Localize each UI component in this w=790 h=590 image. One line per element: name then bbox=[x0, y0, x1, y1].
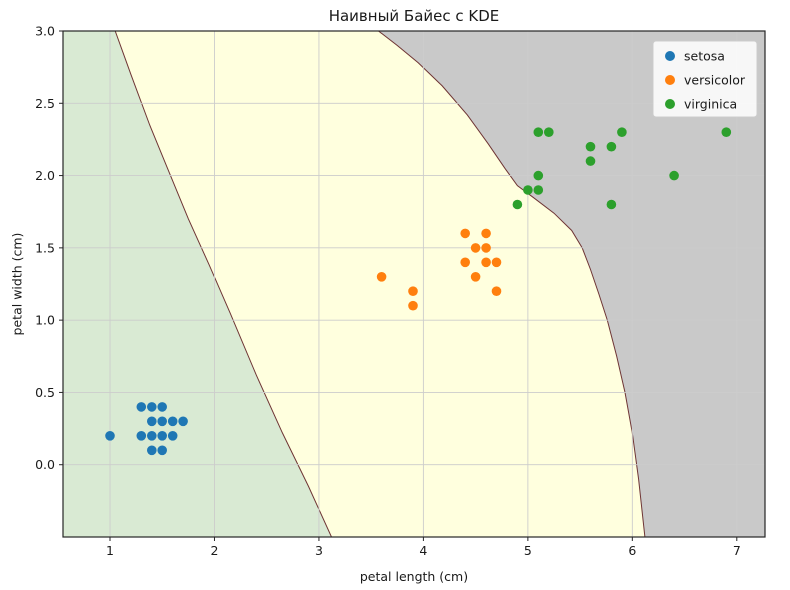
legend-label-setosa: setosa bbox=[684, 49, 725, 64]
scatter-point-setosa bbox=[167, 431, 178, 441]
scatter-point-virginica bbox=[512, 199, 523, 210]
legend-label-versicolor: versicolor bbox=[684, 73, 746, 88]
scatter-point-setosa bbox=[157, 431, 167, 441]
scatter-point-versicolor bbox=[481, 243, 491, 253]
legend-marker-setosa bbox=[665, 51, 675, 61]
scatter-point-versicolor bbox=[481, 228, 491, 239]
scatter-point-setosa bbox=[147, 445, 157, 456]
scatter-point-versicolor bbox=[491, 286, 502, 297]
x-tick-label: 5 bbox=[524, 543, 532, 558]
scatter-point-setosa bbox=[105, 431, 115, 441]
legend-marker-virginica bbox=[665, 99, 675, 109]
scatter-point-setosa bbox=[136, 431, 147, 441]
y-tick-label: 3.0 bbox=[35, 24, 55, 39]
x-tick-label: 7 bbox=[733, 543, 741, 558]
scatter-point-versicolor bbox=[470, 243, 481, 253]
scatter-point-virginica bbox=[606, 199, 617, 210]
x-tick-label: 2 bbox=[210, 543, 218, 558]
scatter-point-virginica bbox=[721, 127, 732, 137]
y-tick-label: 0.0 bbox=[35, 457, 55, 472]
virginica-region bbox=[378, 31, 765, 537]
y-axis-label: petal width (cm) bbox=[9, 232, 25, 336]
y-tick-label: 2.0 bbox=[35, 168, 55, 183]
scatter-point-setosa bbox=[157, 445, 167, 456]
legend: setosa versicolor virginica bbox=[652, 40, 758, 118]
scatter-point-virginica bbox=[606, 141, 617, 152]
scatter-point-versicolor bbox=[481, 257, 491, 268]
scatter-point-virginica bbox=[585, 141, 596, 152]
legend-box bbox=[652, 40, 758, 118]
decision-boundary-left bbox=[114, 31, 332, 537]
scatter-point-virginica bbox=[533, 170, 544, 181]
x-axis-label: petal length (cm) bbox=[359, 569, 469, 584]
scatter-point-virginica bbox=[617, 127, 627, 137]
scatter-point-setosa bbox=[136, 402, 147, 412]
scatter-point-virginica bbox=[585, 156, 596, 166]
y-tick-label: 2.5 bbox=[35, 96, 55, 111]
scatter-point-versicolor bbox=[460, 257, 471, 268]
scatter-point-virginica bbox=[523, 185, 533, 195]
scatter-point-virginica bbox=[544, 127, 554, 137]
decision-boundary-right bbox=[378, 31, 646, 537]
scatter-point-versicolor bbox=[408, 300, 418, 311]
x-tick-label: 4 bbox=[419, 543, 427, 558]
legend-label-virginica: virginica bbox=[684, 97, 737, 112]
scatter-point-versicolor bbox=[491, 257, 502, 268]
scatter-point-setosa bbox=[157, 416, 167, 427]
scatter-point-virginica bbox=[533, 127, 544, 137]
scatter-point-setosa bbox=[147, 402, 157, 412]
setosa-region bbox=[63, 31, 332, 537]
y-tick-label: 0.5 bbox=[35, 385, 55, 400]
chart-title: Наивный Байес с KDE bbox=[328, 7, 500, 25]
y-tick-label: 1.0 bbox=[35, 313, 55, 328]
scatter-point-versicolor bbox=[460, 228, 471, 239]
scatter-point-setosa bbox=[147, 431, 157, 441]
scatter-point-versicolor bbox=[376, 272, 387, 282]
x-tick-label: 6 bbox=[628, 543, 636, 558]
scatter-point-setosa bbox=[157, 402, 167, 412]
scatter-point-virginica bbox=[533, 185, 544, 195]
x-tick-label: 1 bbox=[106, 543, 114, 558]
scatter-point-versicolor bbox=[470, 272, 481, 282]
scatter-point-setosa bbox=[147, 416, 157, 427]
scatter-point-setosa bbox=[178, 416, 188, 427]
scatter-point-versicolor bbox=[408, 286, 418, 297]
ticks-layer: 1 2 3 4 5 6 7 0.0 0.5 1.0 1.5 2.0 2.5 3.0 bbox=[35, 24, 741, 559]
scatter-layer bbox=[105, 127, 732, 456]
scatter-point-setosa bbox=[167, 416, 178, 427]
decision-regions-layer bbox=[63, 31, 765, 537]
x-tick-label: 3 bbox=[315, 543, 323, 558]
axes-frame bbox=[62, 30, 766, 538]
versicolor-region bbox=[115, 31, 645, 537]
scatter-point-virginica bbox=[669, 170, 679, 181]
legend-marker-versicolor bbox=[665, 75, 675, 85]
y-tick-label: 1.5 bbox=[35, 240, 55, 255]
